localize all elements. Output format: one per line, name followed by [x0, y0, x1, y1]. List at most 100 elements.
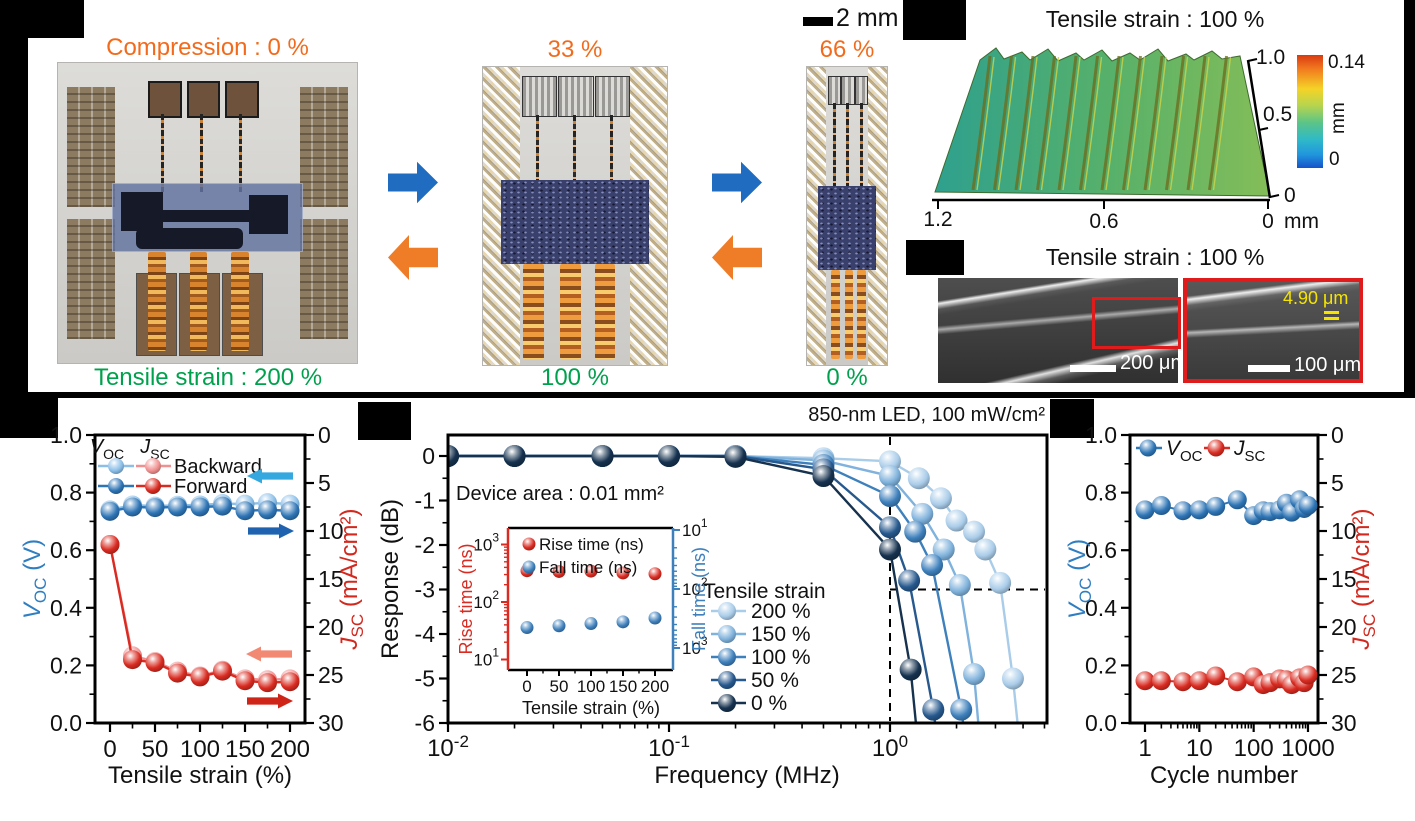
svg-text:5: 5: [318, 470, 331, 496]
surface3d-title: Tensile strain : 100 %: [1045, 6, 1265, 32]
sem-scalebar-100: [1248, 365, 1290, 372]
svg-text:50: 50: [142, 736, 169, 763]
svg-text:150 %: 150 %: [751, 623, 811, 646]
photo-interconnect: [161, 114, 165, 192]
svg-text:JSC: JSC: [1233, 437, 1266, 465]
svg-text:Forward: Forward: [174, 476, 247, 498]
svg-text:VOC (V): VOC (V): [19, 539, 50, 619]
photo-serpentine-trace: [231, 252, 250, 351]
svg-text:30: 30: [1331, 710, 1357, 736]
svg-text:10-1: 10-1: [648, 732, 690, 762]
svg-text:Device area : 0.01 mm²: Device area : 0.01 mm²: [456, 483, 664, 505]
svg-text:200: 200: [270, 736, 310, 763]
photo-electrode-region: [300, 219, 349, 339]
chart-rise-fall-inset: 103 102 101 101 102 103 0 50 100 150 200 Tensile st…: [456, 516, 709, 718]
photo-electrode-region: [66, 87, 115, 207]
svg-text:JSC: JSC: [139, 436, 169, 462]
svg-text:JSC (mA/cm²): JSC (mA/cm²): [1348, 509, 1379, 651]
svg-text:100 %: 100 %: [751, 646, 811, 669]
svg-text:15: 15: [1331, 566, 1357, 592]
surface3d-depth-tick-3: 0: [1284, 184, 1296, 207]
svg-text:JSC (mA/cm²): JSC (mA/cm²): [336, 509, 367, 651]
svg-text:10: 10: [1186, 735, 1213, 762]
svg-text:50: 50: [550, 677, 569, 696]
surface3d-x-tick-2: 0.6: [1089, 210, 1119, 233]
photo-serpentine-trace: [595, 263, 616, 360]
photo-interconnect: [238, 114, 242, 192]
surface3d-plot: [932, 47, 1280, 209]
label-tensile-100: 100 %: [540, 364, 610, 391]
svg-text:0.8: 0.8: [50, 480, 82, 506]
svg-text:0: 0: [522, 677, 531, 696]
svg-text:Cycle number: Cycle number: [1150, 762, 1298, 789]
svg-text:0.8: 0.8: [1085, 480, 1117, 506]
svg-text:102: 102: [473, 588, 499, 612]
photo-electrode-region: [66, 219, 115, 339]
svg-text:15: 15: [318, 566, 344, 592]
surface-wrinkles: [971, 55, 1232, 191]
panel-label-d: [0, 396, 58, 438]
svg-text:1.0: 1.0: [50, 422, 82, 448]
svg-text:Rise time (ns): Rise time (ns): [539, 535, 644, 554]
svg-text:-2: -2: [415, 532, 435, 558]
photo-crinkled-electrode: [807, 67, 827, 365]
sem-image-overview: [938, 278, 1178, 383]
photo-serpentine-trace: [523, 263, 544, 360]
legend-inset: Rise time (ns) Fall time (ns): [522, 535, 644, 577]
photo-interconnect: [832, 102, 836, 187]
svg-text:0: 0: [318, 422, 331, 448]
svg-text:0.4: 0.4: [50, 595, 82, 621]
sem-title: Tensile strain : 100 %: [1045, 244, 1265, 270]
svg-text:1.0: 1.0: [1085, 422, 1117, 448]
photo-interconnect: [573, 114, 577, 181]
panel-label-b: [903, 0, 966, 40]
sem-thickness-mark: [1324, 317, 1339, 320]
svg-text:20: 20: [318, 614, 344, 640]
sem-thickness-label: 4.90 μm: [1283, 288, 1349, 308]
label-compression-33: 33 %: [547, 36, 603, 63]
photo-device-channel: [135, 228, 244, 249]
svg-text:150: 150: [609, 677, 637, 696]
svg-text:0.0: 0.0: [50, 710, 82, 736]
photo-interconnect: [200, 114, 204, 192]
svg-text:100: 100: [872, 732, 908, 762]
svg-text:0 %: 0 %: [751, 692, 787, 715]
surface3d-x-tick-3: 0: [1262, 210, 1274, 233]
series-jsc-forward: [100, 534, 300, 693]
panel-label-e: [358, 402, 411, 440]
svg-text:VOC: VOC: [90, 436, 124, 462]
label-compression-0: Compression : 0 %: [106, 34, 309, 61]
photo-active-film: [818, 186, 876, 270]
svg-text:10: 10: [1331, 518, 1357, 544]
label-compression-66: 66 %: [819, 36, 875, 63]
photo-contact-pad: [225, 81, 260, 118]
svg-text:Response (dB): Response (dB): [377, 499, 404, 659]
svg-text:850-nm LED, 100 mW/cm²: 850-nm LED, 100 mW/cm²: [808, 404, 1045, 426]
photo-crinkled-electrode: [867, 67, 887, 365]
svg-text:100: 100: [180, 736, 220, 763]
svg-text:Tensile strain: Tensile strain: [703, 580, 826, 603]
photo-serpentine-trace: [857, 269, 867, 360]
sem-thickness-mark: [1324, 311, 1339, 314]
surface3d-x-tick-1: 1.2: [923, 208, 953, 231]
svg-text:-4: -4: [415, 621, 436, 647]
photo-serpentine-trace: [831, 269, 840, 360]
sem-scalebar-200-label: 200 μm: [1120, 352, 1188, 374]
series-freq-0%: [449, 445, 922, 681]
photo-scalebar: [803, 17, 833, 26]
frame-left-bar: [0, 0, 28, 397]
colorbar-max: 0.14: [1328, 52, 1365, 73]
device-photo-1: [58, 63, 357, 363]
svg-text:0: 0: [1331, 422, 1344, 448]
svg-text:-3: -3: [415, 577, 435, 603]
photo-serpentine-trace: [189, 252, 208, 351]
svg-text:101: 101: [473, 646, 499, 670]
svg-text:100: 100: [577, 677, 605, 696]
svg-text:30: 30: [318, 710, 344, 736]
svg-text:0.2: 0.2: [50, 652, 82, 678]
svg-text:10: 10: [318, 518, 344, 544]
svg-text:100: 100: [1234, 735, 1274, 762]
